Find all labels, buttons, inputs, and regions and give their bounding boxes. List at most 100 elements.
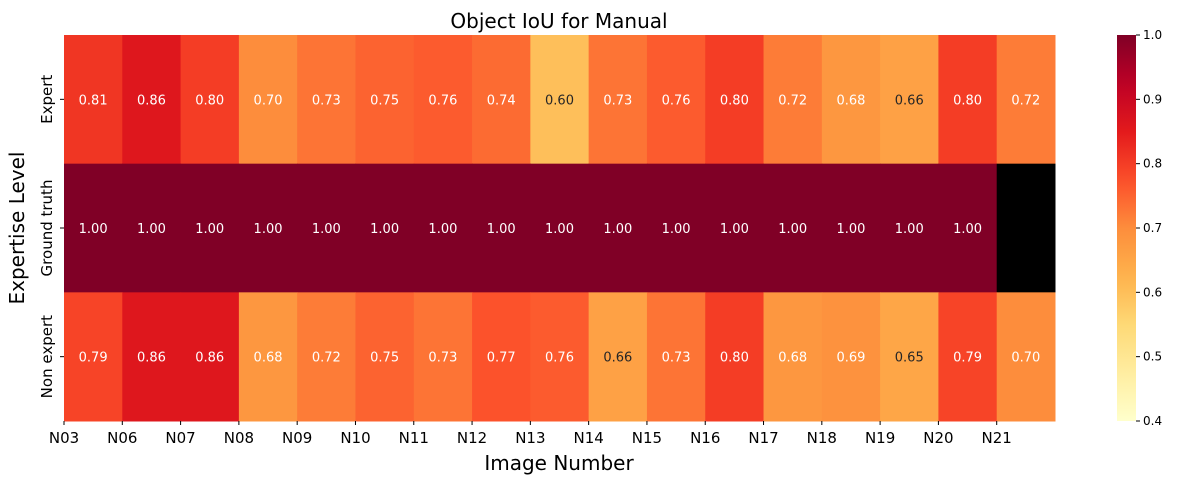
cell-value-label: 0.79 xyxy=(79,351,108,366)
x-tick-label: N16 xyxy=(690,429,720,447)
heatmap-cell xyxy=(413,35,473,165)
cell-value-label: 0.73 xyxy=(428,351,457,366)
heatmap-cell xyxy=(880,163,939,293)
cell-value-label: 0.74 xyxy=(487,93,516,108)
cell-value-label: 0.80 xyxy=(720,351,749,366)
cell-value-label: 0.79 xyxy=(953,351,982,366)
cell-value-label: 0.81 xyxy=(79,93,108,108)
cell-value-label: 0.80 xyxy=(953,93,982,108)
cell-value-label: 0.66 xyxy=(603,351,632,366)
colorbar-tick-label: 0.8 xyxy=(1143,157,1162,171)
cell-value-label: 1.00 xyxy=(778,222,807,237)
x-tick-label: N08 xyxy=(224,429,254,447)
heatmap-cell xyxy=(413,292,473,422)
y-tick-label: Non expert xyxy=(38,315,56,398)
heatmap-cell xyxy=(180,292,240,422)
cell-value-label: 0.86 xyxy=(137,93,166,108)
x-tick-label: N09 xyxy=(282,429,312,447)
cell-value-label: 0.76 xyxy=(428,93,457,108)
x-tick-label: N17 xyxy=(748,429,778,447)
heatmap-cell xyxy=(996,292,1056,422)
cell-value-label: 1.00 xyxy=(603,222,632,237)
cell-value-label: 1.00 xyxy=(545,222,574,237)
heatmap-cell xyxy=(705,35,765,165)
colorbar-tick-label: 1.0 xyxy=(1143,28,1162,42)
heatmap-cell xyxy=(180,35,240,165)
heatmap-cell xyxy=(763,292,823,422)
heatmap-cell xyxy=(472,35,531,165)
x-axis-label: Image Number xyxy=(484,451,634,475)
cell-value-label: 1.00 xyxy=(836,222,865,237)
cell-value-label: 0.86 xyxy=(137,351,166,366)
y-axis-label: Expertise Level xyxy=(5,152,29,305)
heatmap-cell xyxy=(64,35,123,165)
x-tick-label: N10 xyxy=(340,429,370,447)
x-tick-label: N07 xyxy=(165,429,195,447)
x-tick-label: N14 xyxy=(573,429,603,447)
heatmap-cell xyxy=(821,163,881,293)
heatmap-cell xyxy=(938,35,998,165)
cell-value-label: 0.86 xyxy=(195,351,224,366)
heatmap-cell xyxy=(297,292,356,422)
heatmap-cell xyxy=(238,35,298,165)
cell-value-label: 1.00 xyxy=(254,222,283,237)
heatmap-cell xyxy=(763,35,823,165)
heatmap-cell xyxy=(938,163,998,293)
cell-value-label: 0.68 xyxy=(778,351,807,366)
x-axis-ticks: N03 N06 N07 N08 N09 N10 N11 N12 N13 N14 N15 N16 N17 N… xyxy=(49,421,1012,447)
cell-value-label: 1.00 xyxy=(720,222,749,237)
x-tick-label: N11 xyxy=(399,429,429,447)
heatmap-cell xyxy=(530,163,590,293)
heatmap-cell xyxy=(355,163,415,293)
cell-value-label: 1.00 xyxy=(79,222,108,237)
x-tick-label: N19 xyxy=(865,429,895,447)
cell-value-label: 0.76 xyxy=(545,351,574,366)
x-tick-label: N18 xyxy=(807,429,837,447)
cell-value-label: 0.70 xyxy=(254,93,283,108)
cell-value-label: 0.73 xyxy=(603,93,632,108)
cell-value-label: 0.65 xyxy=(895,351,924,366)
cell-value-label: 1.00 xyxy=(312,222,341,237)
heatmap-cell xyxy=(705,163,765,293)
colorbar-tick-label: 0.9 xyxy=(1143,92,1162,106)
cell-value-label: 0.70 xyxy=(1011,351,1040,366)
heatmap-cell xyxy=(64,292,123,422)
heatmap-cell xyxy=(297,35,356,165)
heatmap-cell xyxy=(646,163,706,293)
heatmap-cell xyxy=(938,292,998,422)
heatmap-cells: 0.81 0.86 0.80 0.70 0.73 0.75 0.76 0.74 0.60 0.73… xyxy=(64,35,1056,422)
heatmap-cell xyxy=(355,292,415,422)
heatmap-cell xyxy=(646,292,706,422)
heatmap-cell xyxy=(996,35,1056,165)
cell-value-label: 1.00 xyxy=(370,222,399,237)
heatmap-cell xyxy=(646,35,706,165)
cell-value-label: 0.72 xyxy=(1011,93,1040,108)
cell-value-label: 0.80 xyxy=(195,93,224,108)
y-axis-ticks: Expert Ground truth Non expert xyxy=(38,75,64,398)
x-tick-label: N03 xyxy=(49,429,79,447)
colorbar-tick-label: 0.4 xyxy=(1143,414,1162,428)
heatmap-cell xyxy=(588,35,648,165)
x-tick-label: N13 xyxy=(515,429,545,447)
heatmap-cell xyxy=(530,35,590,165)
cell-value-label: 0.76 xyxy=(662,93,691,108)
heatmap-cell xyxy=(238,292,298,422)
cell-value-label: 0.72 xyxy=(778,93,807,108)
heatmap-cell xyxy=(413,163,473,293)
cell-value-label: 0.72 xyxy=(312,351,341,366)
y-tick-label: Expert xyxy=(38,75,56,124)
cell-value-label: 1.00 xyxy=(428,222,457,237)
x-tick-label: N15 xyxy=(632,429,662,447)
colorbar-gradient xyxy=(1117,35,1136,421)
colorbar: 0.4 0.5 0.6 0.7 0.8 0.9 1.0 xyxy=(1117,28,1162,428)
colorbar-tick-label: 0.5 xyxy=(1143,350,1162,364)
cell-value-label: 1.00 xyxy=(662,222,691,237)
heatmap-cell xyxy=(472,163,531,293)
cell-value-label: 0.73 xyxy=(662,351,691,366)
heatmap-cell xyxy=(297,163,356,293)
heatmap-cell xyxy=(705,292,765,422)
chart-title: Object IoU for Manual xyxy=(450,9,667,33)
heatmap-cell xyxy=(880,292,939,422)
heatmap-cell xyxy=(122,35,182,165)
cell-value-label: 1.00 xyxy=(137,222,166,237)
